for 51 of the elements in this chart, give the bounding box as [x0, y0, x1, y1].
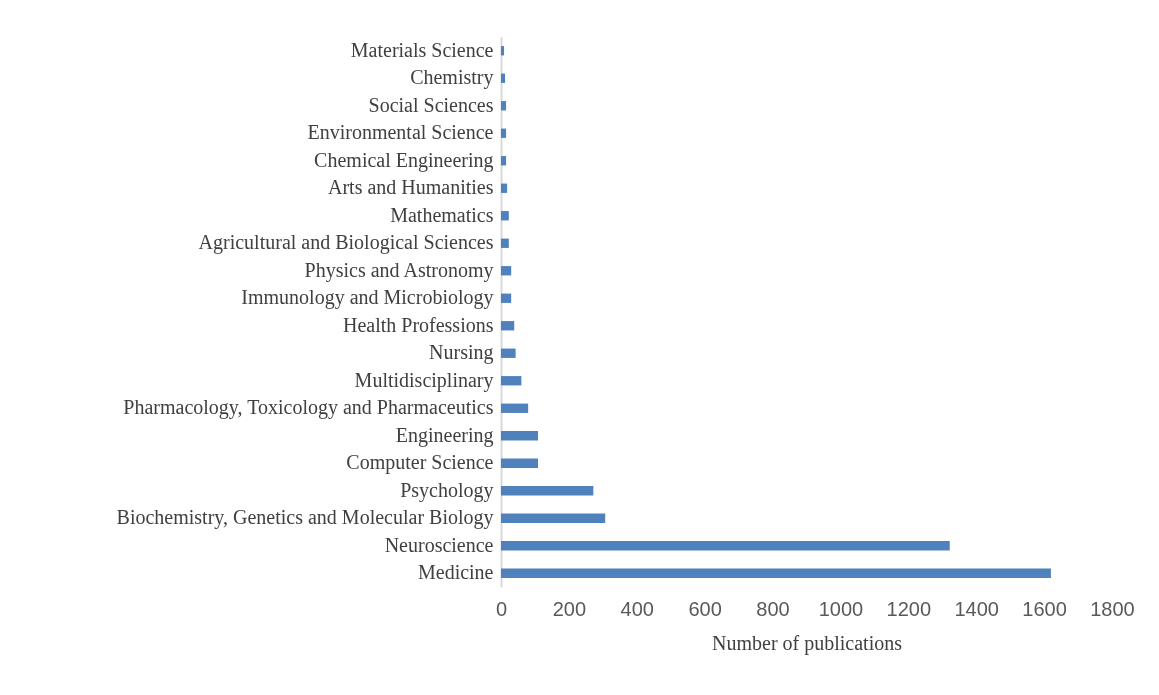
y-tick-label: Mathematics: [390, 203, 494, 226]
bar: [501, 458, 538, 468]
bar: [501, 238, 509, 248]
y-tick-label: Arts and Humanities: [327, 176, 494, 199]
y-tick-label: Chemical Engineering: [314, 148, 494, 172]
bar: [501, 293, 512, 303]
y-tick-label: Social Sciences: [368, 93, 494, 116]
x-tick-label: 800: [756, 597, 790, 620]
y-tick-label: Materials Science: [350, 38, 494, 61]
y-tick-label: Health Professions: [342, 313, 494, 336]
y-tick-label: Engineering: [395, 423, 494, 447]
bar: [501, 321, 515, 331]
bar: [501, 541, 950, 551]
bar: [501, 513, 606, 523]
bar: [501, 183, 508, 193]
y-tick-label: Immunology and Microbiology: [241, 286, 494, 310]
y-tick-label: Pharmacology, Toxicology and Pharmaceutics: [123, 396, 494, 420]
x-tick-label: 1800: [1090, 597, 1135, 620]
bar: [501, 376, 522, 386]
bar: [501, 46, 505, 56]
x-tick-label: 1400: [954, 597, 999, 620]
y-tick-label: Agricultural and Biological Sciences: [198, 231, 494, 255]
x-tick-label: 200: [552, 597, 587, 620]
bar: [501, 568, 1051, 578]
y-tick-label: Psychology: [400, 478, 494, 502]
y-tick-label: Chemistry: [410, 66, 494, 90]
x-tick-label: 0: [495, 597, 508, 620]
y-tick-label: Multidisciplinary: [354, 368, 494, 392]
x-axis-title: Number of publications: [712, 631, 903, 655]
x-tick-label: 600: [688, 597, 722, 620]
bar: [501, 486, 594, 496]
y-tick-label: Biochemistry, Genetics and Molecular Biology: [116, 506, 494, 530]
y-tick-label: Neuroscience: [384, 533, 494, 556]
x-tick-label: 1600: [1022, 597, 1067, 620]
bar: [501, 101, 507, 111]
bar: [501, 156, 507, 166]
bar: [501, 431, 538, 441]
bar: [501, 128, 507, 138]
y-tick-label: Physics and Astronomy: [304, 258, 494, 282]
bar: [501, 73, 506, 83]
bar: [501, 266, 512, 276]
bar: [501, 211, 509, 221]
y-tick-label: Computer Science: [346, 451, 494, 475]
x-tick-label: 400: [620, 597, 654, 620]
bar: [501, 348, 516, 358]
x-tick-label: 1200: [886, 597, 932, 620]
bar: [501, 403, 529, 413]
y-tick-label: Nursing: [429, 341, 494, 365]
y-tick-label: Medicine: [417, 561, 494, 584]
y-tick-label: Environmental Science: [307, 121, 494, 144]
x-tick-label: 1000: [818, 597, 864, 620]
